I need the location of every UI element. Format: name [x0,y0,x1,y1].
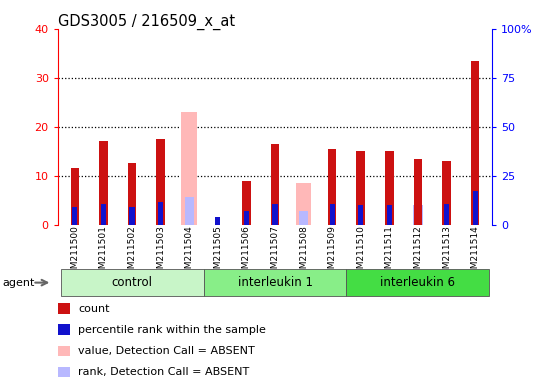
Text: interleukin 1: interleukin 1 [238,276,312,289]
Bar [272,204,278,225]
Text: interleukin 6: interleukin 6 [381,276,455,289]
Bar [346,269,490,296]
Bar [215,217,221,225]
Bar [101,204,106,225]
Bar [182,112,197,225]
Text: GSM211511: GSM211511 [385,225,394,280]
Bar [60,269,204,296]
Bar [472,191,477,225]
Text: GSM211503: GSM211503 [156,225,165,280]
Text: GSM211500: GSM211500 [70,225,79,280]
Text: count: count [78,304,109,314]
Text: GSM211513: GSM211513 [442,225,451,280]
Bar [444,204,449,225]
Bar [471,61,480,225]
Text: control: control [112,276,152,289]
Bar [73,207,78,225]
Bar [413,205,422,225]
Text: rank, Detection Call = ABSENT: rank, Detection Call = ABSENT [78,367,249,377]
Bar [244,211,249,225]
Bar [242,180,251,225]
Bar [204,269,346,296]
Bar [70,168,79,225]
Bar [271,144,279,225]
Text: GSM211514: GSM211514 [471,225,480,280]
Bar [128,164,136,225]
Bar [385,151,394,225]
Bar [156,139,165,225]
Text: value, Detection Call = ABSENT: value, Detection Call = ABSENT [78,346,255,356]
Bar [158,202,163,225]
Text: GSM211506: GSM211506 [242,225,251,280]
Bar [329,204,335,225]
Bar [356,151,365,225]
Text: GSM211512: GSM211512 [414,225,422,280]
Text: GSM211507: GSM211507 [271,225,279,280]
Text: GSM211510: GSM211510 [356,225,365,280]
Text: GSM211505: GSM211505 [213,225,222,280]
Text: GSM211502: GSM211502 [128,225,136,280]
Bar [442,161,451,225]
Bar [387,205,392,225]
Text: agent: agent [3,278,35,288]
Text: GDS3005 / 216509_x_at: GDS3005 / 216509_x_at [58,13,235,30]
Text: GSM211508: GSM211508 [299,225,308,280]
Bar [129,207,135,225]
Bar [99,141,108,225]
Bar [299,211,309,225]
Bar [328,149,337,225]
Bar [414,159,422,225]
Bar [185,197,194,225]
Text: GSM211504: GSM211504 [185,225,194,280]
Bar [358,205,364,225]
Bar [296,183,311,225]
Text: percentile rank within the sample: percentile rank within the sample [78,325,266,335]
Text: GSM211509: GSM211509 [328,225,337,280]
Text: GSM211501: GSM211501 [99,225,108,280]
